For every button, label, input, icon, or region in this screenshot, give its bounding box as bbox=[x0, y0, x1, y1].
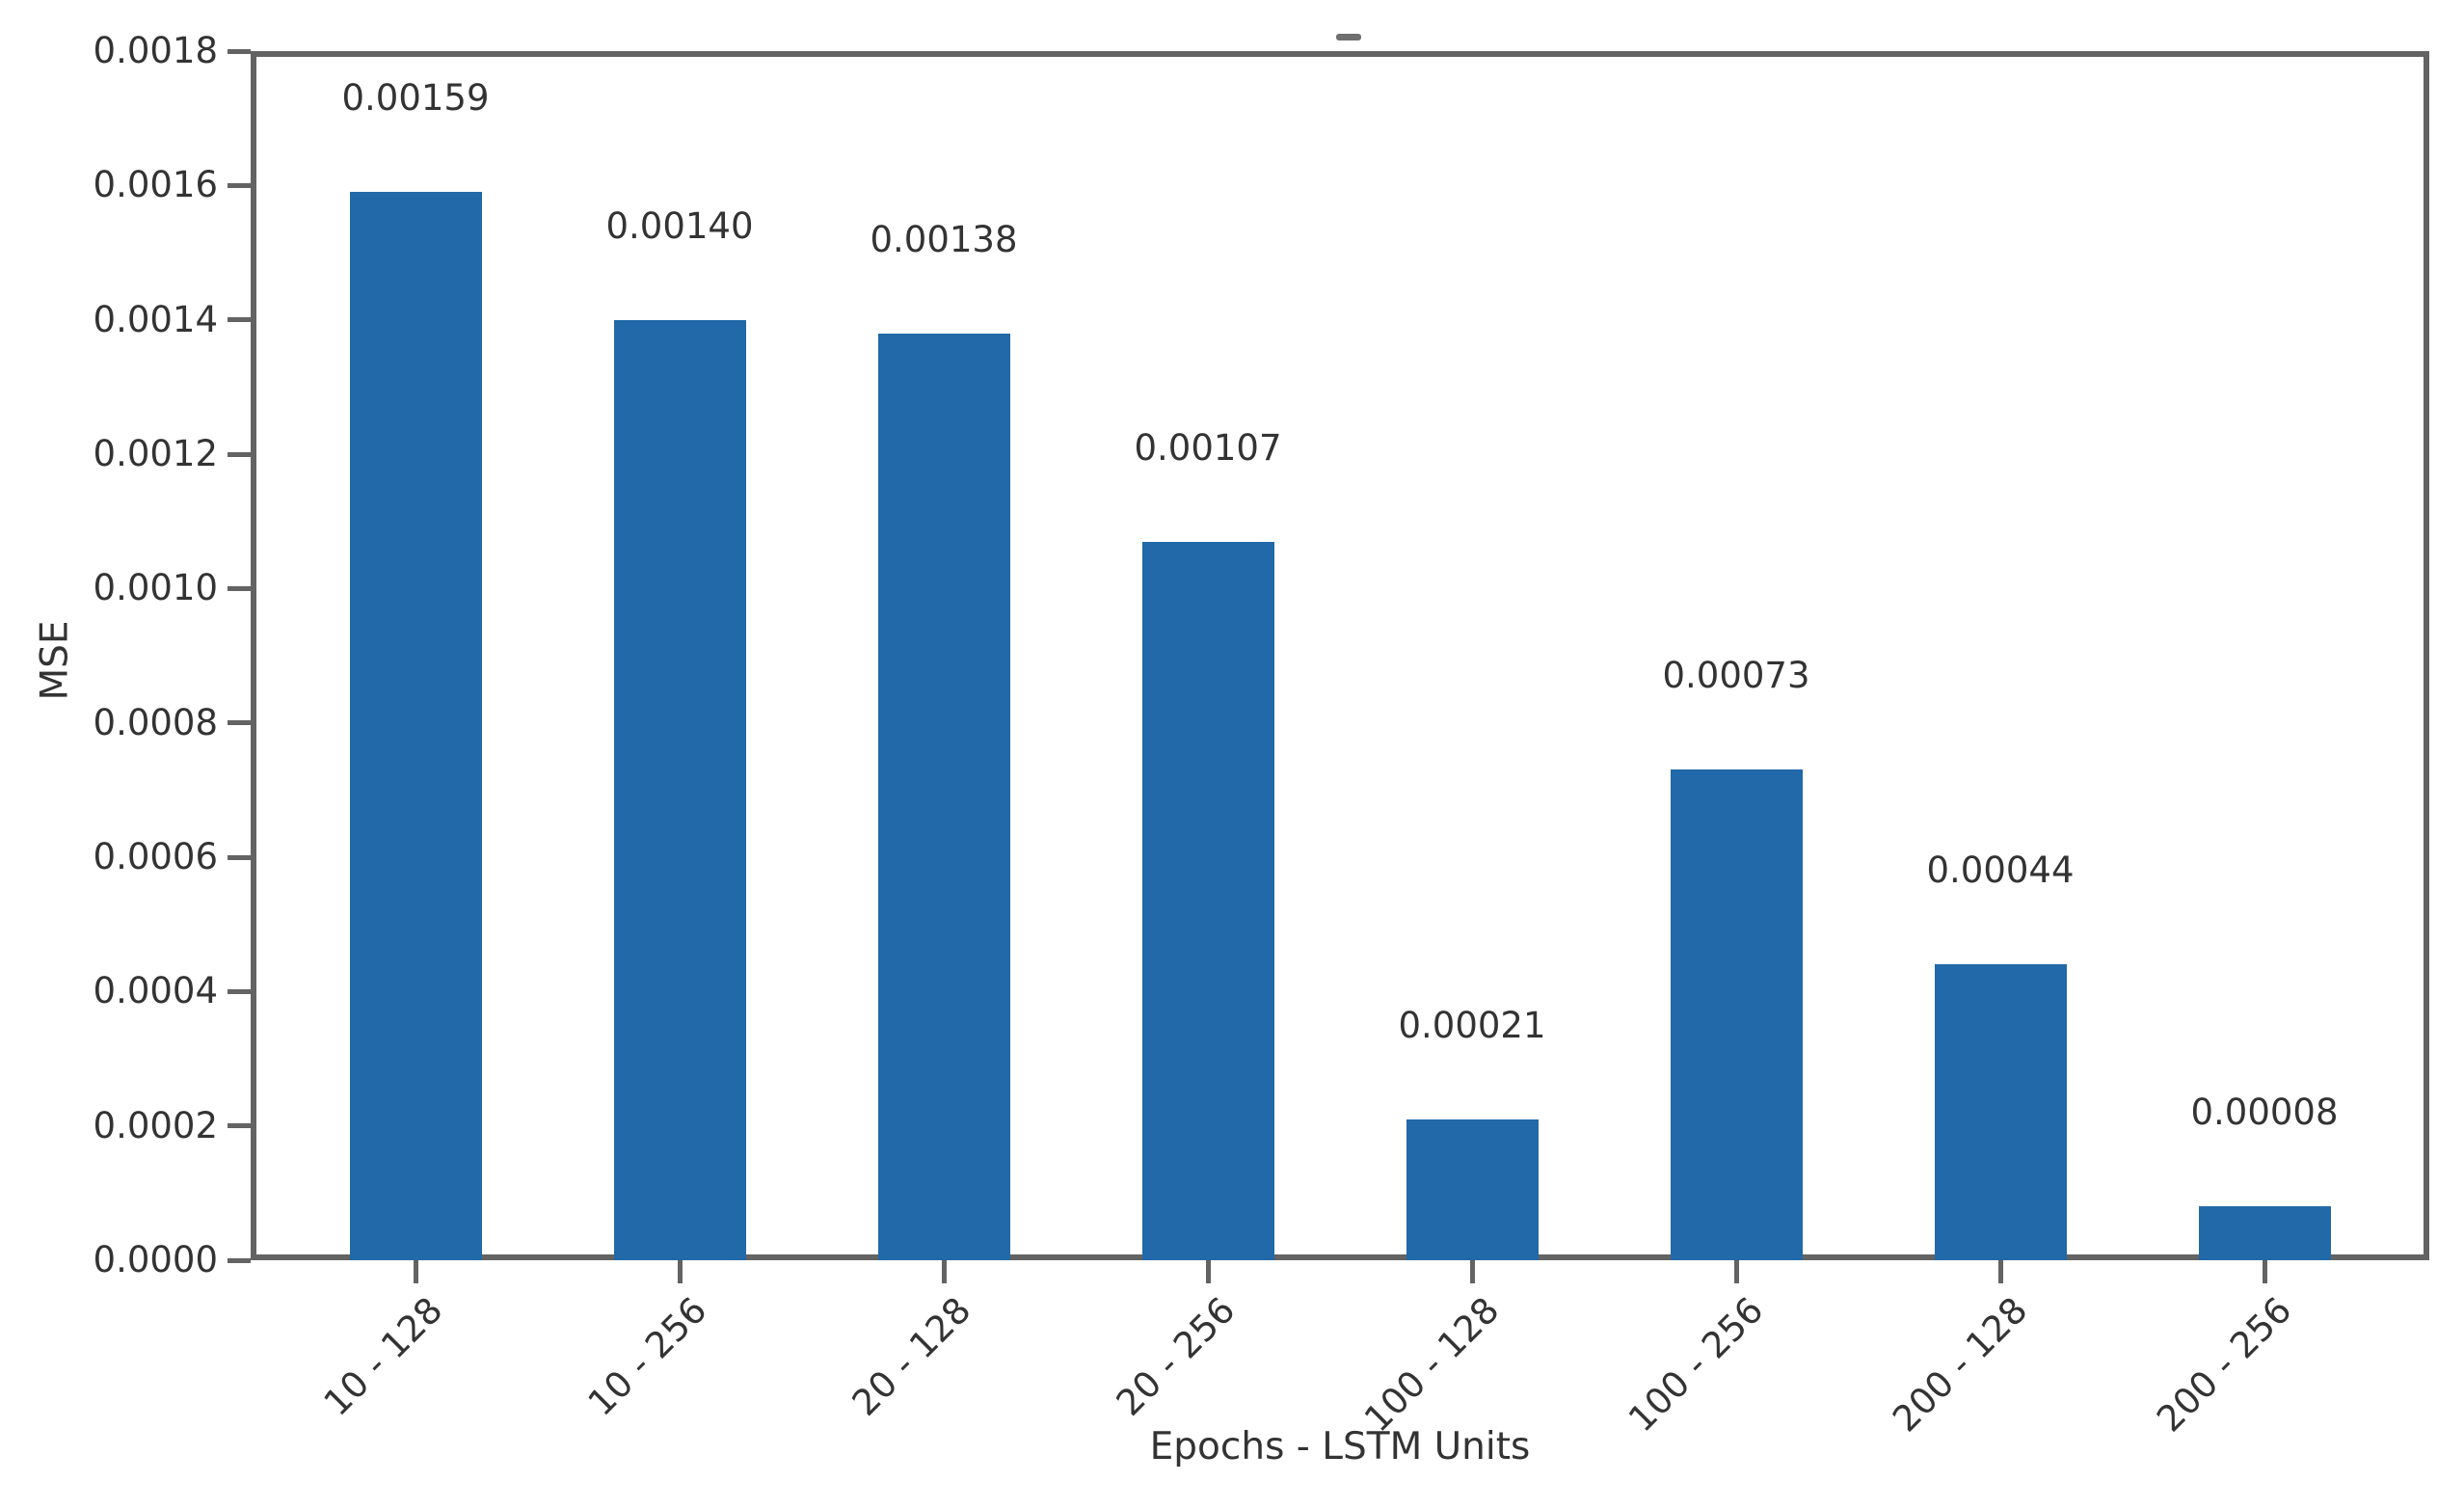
x-tick-mark bbox=[2262, 1260, 2267, 1283]
bar-value-label: 0.00008 bbox=[2190, 1091, 2339, 1134]
y-tick-mark bbox=[228, 1123, 251, 1129]
y-tick-label: 0.0008 bbox=[93, 701, 218, 743]
x-tick-mark bbox=[1469, 1260, 1475, 1283]
x-tick-label: 10 - 128 bbox=[315, 1289, 451, 1424]
y-tick-mark bbox=[228, 720, 251, 726]
bar bbox=[349, 192, 482, 1260]
y-tick-mark bbox=[228, 182, 251, 188]
y-tick-label: 0.0006 bbox=[93, 836, 218, 877]
bar-value-label: 0.00138 bbox=[870, 218, 1018, 260]
bar bbox=[613, 319, 746, 1260]
y-tick-label: 0.0016 bbox=[93, 164, 218, 206]
y-tick-mark bbox=[228, 585, 251, 591]
bar bbox=[877, 333, 1010, 1260]
bar-value-label: 0.00021 bbox=[1398, 1004, 1546, 1046]
y-tick-mark bbox=[228, 988, 251, 994]
bar-value-label: 0.00140 bbox=[605, 204, 754, 247]
bar-value-label: 0.00159 bbox=[341, 77, 490, 120]
x-tick-label: 20 - 256 bbox=[1108, 1289, 1244, 1424]
bar bbox=[1670, 769, 1803, 1260]
y-tick-label: 0.0010 bbox=[93, 567, 218, 609]
title-fragment-mark bbox=[1336, 34, 1361, 40]
x-tick-label: 10 - 256 bbox=[579, 1289, 715, 1424]
x-tick-mark bbox=[1997, 1260, 2003, 1283]
bar bbox=[2198, 1206, 2331, 1260]
bar-value-label: 0.00044 bbox=[1926, 849, 2075, 892]
y-tick-mark bbox=[228, 1257, 251, 1263]
y-tick-mark bbox=[228, 317, 251, 323]
bar bbox=[1406, 1118, 1539, 1260]
y-tick-label: 0.0004 bbox=[93, 970, 218, 1012]
x-tick-label: 100 - 128 bbox=[1356, 1289, 1508, 1441]
x-tick-mark bbox=[1205, 1260, 1211, 1283]
x-tick-mark bbox=[941, 1260, 947, 1283]
x-tick-label: 20 - 128 bbox=[844, 1289, 979, 1424]
x-tick-mark bbox=[413, 1260, 418, 1283]
x-tick-mark bbox=[1733, 1260, 1739, 1283]
y-tick-label: 0.0014 bbox=[93, 298, 218, 340]
y-tick-label: 0.0012 bbox=[93, 433, 218, 474]
y-tick-label: 0.0000 bbox=[93, 1239, 218, 1280]
x-axis-label: Epochs - LSTM Units bbox=[1149, 1425, 1531, 1469]
x-tick-mark bbox=[677, 1260, 683, 1283]
y-tick-label: 0.0018 bbox=[93, 30, 218, 71]
bar bbox=[1934, 964, 2067, 1260]
y-tick-label: 0.0002 bbox=[93, 1104, 218, 1146]
bar bbox=[1141, 541, 1274, 1260]
x-tick-label: 200 - 128 bbox=[1885, 1289, 2036, 1441]
y-tick-mark bbox=[228, 451, 251, 457]
bar-value-label: 0.00107 bbox=[1134, 426, 1282, 469]
x-tick-label: 100 - 256 bbox=[1620, 1289, 1772, 1441]
y-tick-mark bbox=[228, 854, 251, 860]
x-tick-label: 200 - 256 bbox=[2149, 1289, 2300, 1441]
y-axis-label: MSE bbox=[33, 620, 77, 701]
y-tick-mark bbox=[228, 48, 251, 54]
bar-value-label: 0.00073 bbox=[1662, 655, 1810, 697]
